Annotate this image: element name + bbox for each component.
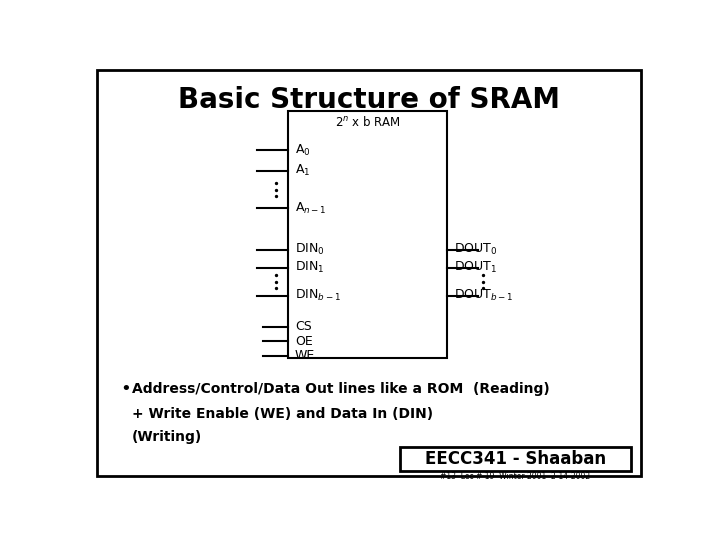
Text: DIN$_1$: DIN$_1$ (294, 260, 324, 275)
Text: EECC341 - Shaaban: EECC341 - Shaaban (425, 450, 606, 468)
Text: •: • (121, 380, 132, 398)
Bar (288, 111, 447, 358)
Text: DOUT$_0$: DOUT$_0$ (454, 242, 497, 258)
Text: A$_{n-1}$: A$_{n-1}$ (294, 201, 326, 216)
Bar (400, 447, 631, 471)
Text: DOUT$_{b-1}$: DOUT$_{b-1}$ (454, 288, 513, 303)
Text: Basic Structure of SRAM: Basic Structure of SRAM (178, 86, 560, 114)
Text: Address/Control/Data Out lines like a ROM  (Reading): Address/Control/Data Out lines like a RO… (132, 382, 549, 396)
Text: $2^n$ x b RAM: $2^n$ x b RAM (335, 115, 400, 129)
Text: #13  Lec # 19  Winter 2001  2-14-2002: #13 Lec # 19 Winter 2001 2-14-2002 (440, 472, 590, 481)
Text: DIN$_{b-1}$: DIN$_{b-1}$ (294, 288, 341, 303)
Text: OE: OE (294, 335, 312, 348)
Text: A$_0$: A$_0$ (294, 143, 310, 158)
Text: A$_1$: A$_1$ (294, 163, 310, 178)
Text: + Write Enable (WE) and Data In (DIN): + Write Enable (WE) and Data In (DIN) (132, 407, 433, 421)
Text: (Writing): (Writing) (132, 430, 202, 444)
Text: CS: CS (294, 320, 312, 333)
Text: WE: WE (294, 349, 315, 362)
Text: DOUT$_1$: DOUT$_1$ (454, 260, 497, 275)
Text: DIN$_0$: DIN$_0$ (294, 242, 325, 258)
